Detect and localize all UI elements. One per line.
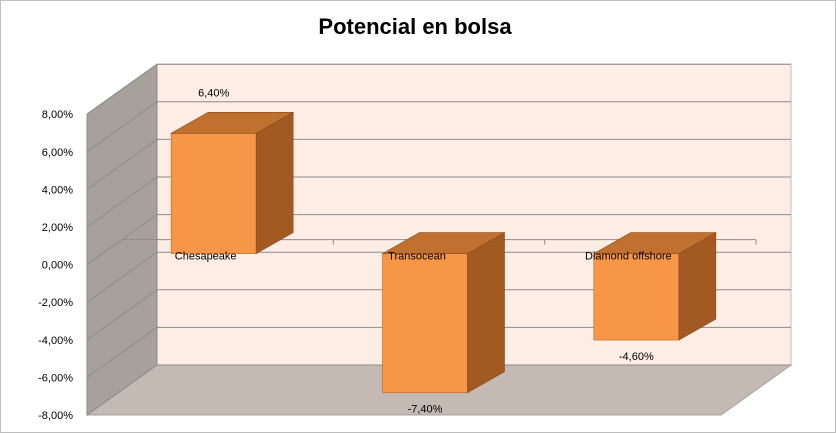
gridline	[86, 326, 791, 378]
y-tick-label: 2,00%	[42, 222, 73, 234]
chart-title: Potencial en bolsa	[318, 14, 512, 39]
y-tick-label: -2,00%	[38, 297, 73, 309]
gridline	[86, 101, 791, 153]
bar-side	[467, 232, 505, 394]
data-label: 6,40%	[198, 87, 229, 99]
x-axis-depth-line	[86, 239, 123, 266]
y-tick-label: -6,00%	[38, 372, 73, 384]
bar-side	[255, 111, 294, 255]
bar-front	[382, 253, 468, 394]
category-label: Diamond offshore	[585, 251, 672, 263]
gridline	[86, 251, 791, 303]
gridline	[86, 138, 791, 190]
bar-front	[593, 253, 680, 341]
category-label: Chesapeake	[175, 251, 237, 263]
gridline	[86, 176, 791, 228]
y-tick-label: 0,00%	[42, 260, 73, 272]
bar-top	[592, 232, 717, 254]
y-tick-label: -4,00%	[38, 335, 73, 347]
gridline	[86, 289, 791, 341]
data-label: -7,40%	[408, 404, 443, 416]
category-label: Transocean	[388, 251, 446, 263]
bar-top	[170, 111, 295, 134]
y-tick-label: 8,00%	[42, 109, 73, 121]
gridline	[86, 364, 791, 416]
data-label: -4,60%	[619, 351, 654, 363]
gridline	[86, 63, 791, 115]
y-tick-label: -8,00%	[38, 410, 73, 422]
y-tick-label: 4,00%	[42, 184, 73, 196]
y-tick-label: 6,00%	[42, 147, 73, 159]
bar-front	[170, 132, 257, 254]
bar-top	[381, 232, 506, 254]
